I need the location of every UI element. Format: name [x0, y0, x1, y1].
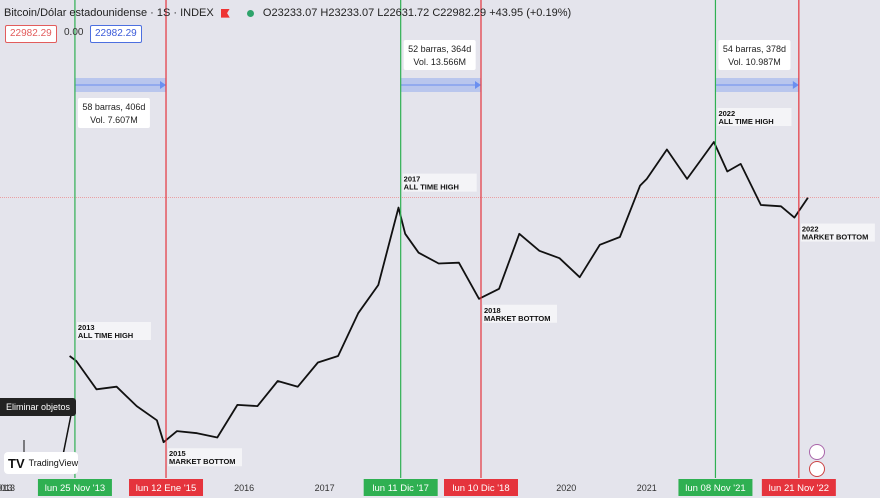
- early-rise: [61, 409, 73, 461]
- annotation-text-0: ALL TIME HIGH: [78, 331, 133, 340]
- annotation-year-3: 2018: [484, 306, 501, 315]
- sell-price-button[interactable]: 22982.29: [5, 25, 57, 43]
- marker-date-label-5: lun 21 Nov '22: [769, 483, 829, 494]
- annotation-text-5: MARKET BOTTOM: [802, 233, 869, 242]
- range-arrowhead-1: [474, 81, 481, 89]
- lightning-icon[interactable]: [809, 444, 825, 460]
- x-tick-2013: 2013: [0, 483, 13, 493]
- marker-date-label-0: lun 25 Nov '13: [45, 483, 105, 494]
- x-tick-2020: 2020: [556, 483, 576, 493]
- x-tick-2016: 2016: [234, 483, 254, 493]
- annotation-bg-5: [800, 223, 875, 242]
- price-series-line: [69, 141, 809, 444]
- symbol-title[interactable]: Bitcoin/Dólar estadounidense · 1S · INDE…: [4, 7, 214, 19]
- marker-date-label-1: lun 12 Ene '15: [136, 483, 196, 494]
- marker-date-tag-0: [37, 479, 112, 496]
- marker-date-tag-5: [761, 479, 836, 496]
- remove-objects-tooltip: Eliminar objetos: [0, 398, 77, 416]
- annotation-year-2: 2017: [404, 175, 421, 184]
- marker-date-label-2: lun 11 Dic '17: [372, 483, 429, 494]
- x-tick-2021: 2021: [637, 483, 657, 493]
- annotation-year-1: 2015: [169, 449, 186, 458]
- us-flag-icon[interactable]: [809, 461, 825, 477]
- tradingview-label: TradingView: [28, 458, 79, 468]
- marker-date-tag-1: [129, 479, 204, 496]
- marker-date-tag-2: [363, 479, 438, 496]
- range-arrowhead-0: [160, 81, 167, 89]
- annotation-year-4: 2022: [718, 109, 735, 118]
- chart-header: Bitcoin/Dólar estadounidense · 1S · INDE…: [4, 7, 571, 19]
- marker-date-label-4: lun 08 Nov '21: [685, 483, 745, 494]
- spread-value: 0.00: [64, 27, 84, 38]
- marker-date-tag-3: [443, 479, 518, 496]
- range-bars-label-1: 52 barras, 364d: [408, 44, 471, 54]
- annotation-text-4: ALL TIME HIGH: [718, 117, 773, 126]
- annotation-bg-4: [717, 108, 792, 126]
- annotation-text-3: MARKET BOTTOM: [484, 314, 551, 323]
- x-tick-2017: 2017: [315, 483, 335, 493]
- annotation-year-0: 2013: [78, 323, 95, 332]
- annotation-year-5: 2022: [802, 225, 819, 234]
- annotation-text-1: MARKET BOTTOM: [169, 457, 236, 466]
- annotation-bg-2: [402, 173, 477, 192]
- range-bars-label-0: 58 barras, 406d: [82, 102, 145, 112]
- annotation-bg-3: [482, 304, 557, 323]
- range-volume-label-0: Vol. 7.607M: [90, 115, 138, 125]
- ohlc-values: O23233.07 H23233.07 L22631.72 C22982.29 …: [262, 7, 572, 19]
- range-volume-label-2: Vol. 10.987M: [728, 57, 781, 67]
- range-info-box-1: [403, 40, 476, 70]
- tradingview-logo[interactable]: TV TradingView: [4, 452, 78, 474]
- flag-icon[interactable]: [220, 8, 230, 18]
- range-volume-label-1: Vol. 13.566M: [413, 57, 466, 67]
- annotation-bg-1: [168, 448, 243, 467]
- range-info-box-2: [718, 40, 791, 70]
- tradingview-icon: TV: [8, 455, 25, 471]
- range-arrowhead-2: [792, 81, 799, 89]
- marker-date-label-3: lun 10 Dic '18: [452, 483, 509, 494]
- buy-price-button[interactable]: 22982.29: [90, 25, 142, 43]
- market-status-icon: [246, 9, 254, 17]
- annotation-text-2: ALL TIME HIGH: [404, 183, 459, 192]
- x-tick-2013-edge: 013: [0, 483, 15, 493]
- range-bars-label-2: 54 barras, 378d: [723, 44, 786, 54]
- marker-date-tag-4: [678, 479, 753, 496]
- range-info-box-0: [77, 98, 150, 128]
- annotation-bg-0: [76, 322, 151, 340]
